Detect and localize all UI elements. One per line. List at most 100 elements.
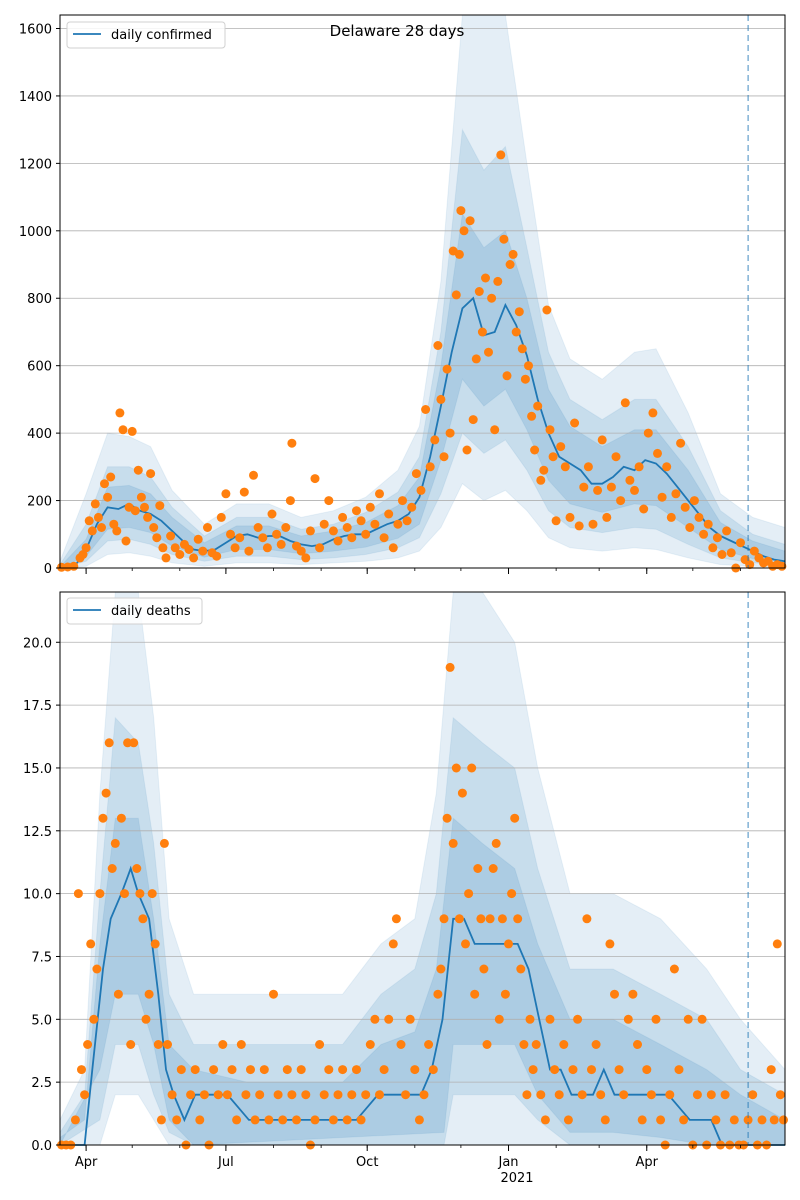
data-point (606, 482, 616, 492)
data-point (597, 435, 607, 445)
data-point (301, 553, 311, 563)
data-point (147, 889, 157, 899)
data-point (743, 1115, 753, 1125)
y-tick-label: 20.0 (23, 636, 52, 651)
data-point (410, 1065, 420, 1075)
data-point (241, 1090, 251, 1100)
y-tick-label: 0 (44, 562, 52, 577)
data-point (648, 408, 658, 418)
legend-box (66, 21, 226, 49)
data-point (296, 546, 306, 556)
data-point (328, 1115, 338, 1125)
data-point (398, 496, 407, 506)
data-point (384, 1014, 394, 1024)
data-point (379, 533, 389, 543)
y-tick-label: 0.0 (31, 1139, 52, 1154)
confirmed-points (57, 150, 787, 573)
data-point (249, 470, 258, 480)
data-point (473, 864, 483, 873)
y-tick-label: 1200 (19, 157, 52, 172)
confirmed-panel: 0 200 400 600 800 1000 1200 1400 1600 daily conf… (19, 14, 787, 577)
data-point (333, 536, 343, 546)
data-point (582, 914, 592, 924)
data-point (646, 1090, 656, 1100)
data-point (510, 813, 520, 823)
data-point (614, 1065, 624, 1075)
data-point (539, 465, 549, 475)
data-point (605, 939, 615, 949)
data-point (100, 479, 109, 489)
uncertainty-band-0 (59, 591, 786, 1146)
data-point (729, 1115, 739, 1125)
data-point (560, 462, 570, 472)
data-point (540, 1115, 550, 1125)
confirmed-axes-frame (59, 14, 786, 569)
data-point (639, 504, 649, 514)
data-point (527, 411, 537, 421)
data-point (573, 1014, 583, 1024)
data-point (226, 529, 235, 539)
data-point (167, 1090, 177, 1100)
data-point (717, 550, 727, 559)
data-point (166, 531, 176, 541)
data-point (149, 523, 159, 532)
data-point (388, 939, 398, 949)
data-point (414, 1115, 424, 1125)
data-point (121, 536, 131, 546)
data-point (565, 512, 575, 522)
data-point (246, 1065, 255, 1075)
data-point (285, 496, 295, 506)
data-point (106, 472, 116, 482)
data-point (488, 864, 498, 873)
data-point (186, 1090, 196, 1100)
data-point (379, 1065, 389, 1075)
data-point (454, 249, 464, 259)
data-point (272, 529, 282, 539)
data-point (568, 1065, 578, 1075)
x-year-label: 2021 (500, 1171, 533, 1186)
data-point (143, 512, 153, 522)
data-point (680, 502, 690, 512)
data-point (513, 914, 523, 924)
data-point (73, 889, 83, 899)
data-point (227, 1065, 237, 1075)
y-tick-label: 10.0 (23, 888, 52, 903)
data-point (497, 914, 507, 924)
data-point (89, 1014, 99, 1024)
data-point (490, 425, 500, 435)
data-point (190, 1065, 200, 1075)
data-point (536, 475, 546, 485)
data-point (401, 1090, 411, 1100)
data-point (356, 516, 366, 526)
data-point (375, 489, 384, 499)
data-point (720, 1090, 730, 1100)
y-tick-label: 1600 (19, 22, 52, 37)
data-point (657, 492, 667, 502)
data-point (342, 523, 352, 532)
data-point (448, 838, 458, 848)
data-point (519, 1040, 529, 1049)
data-point (87, 526, 97, 536)
data-point (310, 1115, 320, 1125)
confirmed-legend: daily confirmed (66, 21, 226, 49)
data-point (471, 354, 481, 364)
data-point (528, 1065, 538, 1075)
data-point (222, 1090, 232, 1100)
data-point (485, 914, 495, 924)
data-point (666, 512, 676, 522)
data-point (596, 1090, 606, 1100)
data-point (616, 496, 626, 506)
data-point (212, 551, 222, 561)
data-point (269, 989, 278, 999)
legend-label: daily confirmed (111, 28, 212, 43)
data-point (198, 546, 208, 556)
data-point (479, 964, 489, 974)
data-point (411, 469, 421, 479)
data-point (333, 1090, 343, 1100)
data-point (574, 521, 584, 531)
data-point (259, 1065, 269, 1075)
data-point (454, 914, 464, 924)
data-point (777, 561, 787, 571)
data-point (103, 492, 113, 502)
data-point (531, 1040, 541, 1049)
